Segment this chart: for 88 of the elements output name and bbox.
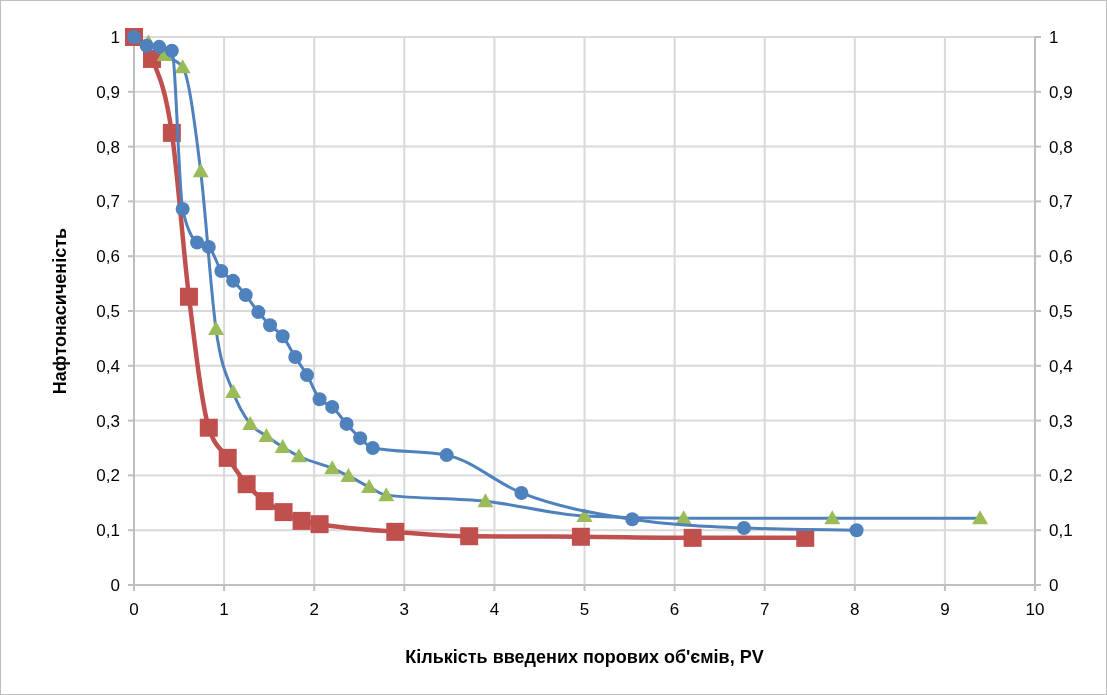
- point: [340, 467, 357, 482]
- point: [378, 487, 395, 502]
- point: [139, 38, 154, 53]
- y2-tick-label: 0: [1049, 575, 1059, 595]
- point: [207, 321, 224, 336]
- point: [288, 350, 303, 365]
- point: [325, 399, 340, 414]
- y2-tick-label: 0,2: [1049, 466, 1073, 486]
- point: [292, 511, 311, 530]
- point: [576, 507, 593, 522]
- point: [514, 485, 529, 500]
- point: [849, 523, 864, 538]
- y-tick-label: 0,1: [96, 521, 120, 541]
- point: [218, 448, 237, 467]
- point: [310, 515, 329, 534]
- point: [972, 510, 989, 525]
- point: [174, 59, 191, 74]
- point: [192, 163, 209, 178]
- point: [386, 522, 405, 541]
- point: [324, 460, 341, 475]
- point: [361, 478, 378, 493]
- y-tick-label: 0,2: [96, 466, 120, 486]
- point: [339, 416, 354, 431]
- point: [274, 503, 293, 522]
- point: [353, 431, 368, 446]
- x-tick-label: 9: [940, 600, 950, 619]
- point: [625, 512, 640, 527]
- point: [225, 384, 242, 399]
- y2-tick-label: 0,9: [1049, 82, 1073, 102]
- point: [164, 43, 179, 58]
- x-tick-label: 6: [669, 600, 680, 619]
- point: [274, 438, 291, 453]
- y2-tick-label: 1: [1049, 27, 1059, 47]
- x-tick-label: 5: [579, 600, 590, 619]
- y-tick-label: 0,6: [96, 247, 120, 267]
- y2-tick-label: 0,7: [1049, 192, 1073, 212]
- point: [179, 287, 198, 306]
- x-tick-label: 1: [219, 600, 229, 619]
- point: [477, 493, 494, 508]
- x-tick-label: 3: [399, 600, 410, 619]
- y2-tick-label: 0,3: [1049, 411, 1073, 431]
- point: [190, 235, 205, 250]
- y-tick-label: 0,7: [96, 192, 120, 212]
- point: [736, 521, 751, 536]
- y-tick-label: 0,9: [96, 82, 120, 102]
- y-tick-label: 0,8: [96, 137, 120, 157]
- point: [237, 475, 256, 494]
- y2-tick-label: 0,1: [1049, 521, 1073, 541]
- point: [152, 39, 167, 54]
- y-tick-label: 0,3: [96, 411, 120, 431]
- y2-tick-label: 0,6: [1049, 247, 1073, 267]
- point: [275, 329, 290, 344]
- y-tick-label: 0,4: [96, 356, 120, 376]
- point: [199, 418, 218, 437]
- point: [263, 318, 278, 333]
- x-tick-label: 0: [129, 600, 139, 619]
- point: [290, 448, 307, 463]
- point: [255, 492, 274, 511]
- point: [258, 427, 275, 442]
- y-tick-label: 0,5: [96, 301, 120, 321]
- x-tick-label: 2: [309, 600, 319, 619]
- point: [242, 415, 259, 430]
- point: [675, 510, 692, 525]
- point: [439, 448, 454, 463]
- y2-tick-label: 0,4: [1049, 356, 1073, 376]
- point: [299, 368, 314, 383]
- x-tick-label: 4: [489, 600, 500, 619]
- point: [460, 527, 479, 546]
- x-axis-title: Кількість введених порових об'ємів, PV: [405, 647, 764, 667]
- y-tick-label: 1: [110, 27, 120, 47]
- point: [312, 392, 327, 407]
- point: [683, 528, 702, 547]
- point: [201, 239, 216, 254]
- point: [571, 527, 590, 546]
- y-tick-label: 0: [110, 575, 120, 595]
- point: [238, 288, 253, 303]
- x-tick-label: 8: [850, 600, 860, 619]
- x-tick-label: 7: [759, 600, 770, 619]
- y2-tick-label: 0,8: [1049, 137, 1073, 157]
- point: [175, 202, 190, 217]
- y2-tick-label: 0,5: [1049, 301, 1073, 321]
- x-tick-label: 10: [1025, 600, 1045, 619]
- point: [365, 441, 380, 455]
- point: [824, 510, 841, 525]
- point: [214, 264, 229, 278]
- point: [226, 273, 241, 288]
- point: [251, 305, 266, 320]
- y-axis-title: Нафтонасиченість: [50, 227, 70, 395]
